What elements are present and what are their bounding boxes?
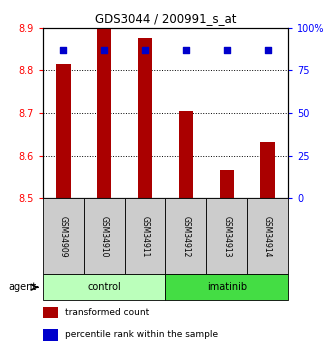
Bar <box>179 111 193 198</box>
Text: GSM34911: GSM34911 <box>141 216 150 257</box>
Bar <box>247 198 288 274</box>
Bar <box>138 38 152 198</box>
Text: agent: agent <box>8 282 36 292</box>
Point <box>224 47 229 52</box>
Bar <box>260 142 275 198</box>
Bar <box>219 170 234 198</box>
Text: GSM34913: GSM34913 <box>222 216 231 257</box>
Point <box>142 47 148 52</box>
Point <box>183 47 189 52</box>
Bar <box>56 64 71 198</box>
Bar <box>43 198 84 274</box>
Text: control: control <box>87 282 121 292</box>
Text: GSM34912: GSM34912 <box>181 216 190 257</box>
Bar <box>206 198 247 274</box>
Text: GSM34910: GSM34910 <box>100 216 109 257</box>
Bar <box>43 307 58 318</box>
Bar <box>125 198 166 274</box>
Text: GSM34909: GSM34909 <box>59 216 68 257</box>
Bar <box>97 28 112 198</box>
Bar <box>166 198 206 274</box>
Bar <box>43 329 58 341</box>
Title: GDS3044 / 200991_s_at: GDS3044 / 200991_s_at <box>95 12 236 25</box>
Point <box>61 47 66 52</box>
Bar <box>166 274 288 300</box>
Bar <box>43 274 166 300</box>
Bar <box>84 198 125 274</box>
Text: percentile rank within the sample: percentile rank within the sample <box>65 331 218 339</box>
Text: GSM34914: GSM34914 <box>263 216 272 257</box>
Point <box>265 47 270 52</box>
Point <box>102 47 107 52</box>
Text: transformed count: transformed count <box>65 308 149 317</box>
Text: imatinib: imatinib <box>207 282 247 292</box>
